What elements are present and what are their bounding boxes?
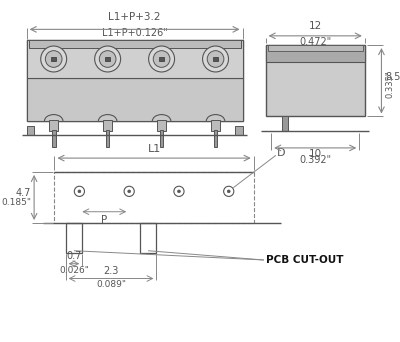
Bar	[282, 116, 288, 131]
Bar	[140, 223, 156, 253]
Circle shape	[95, 46, 121, 72]
Text: 12: 12	[309, 21, 322, 31]
Circle shape	[227, 190, 230, 193]
Text: L1+P+0.126": L1+P+0.126"	[102, 28, 168, 38]
Text: 0.392": 0.392"	[299, 155, 331, 165]
Text: 0.089": 0.089"	[96, 280, 126, 289]
Bar	[235, 126, 242, 135]
Text: L1: L1	[148, 144, 161, 154]
Bar	[27, 126, 34, 135]
Bar	[103, 120, 112, 131]
Bar	[105, 57, 110, 61]
Bar	[66, 223, 82, 253]
Circle shape	[149, 46, 174, 72]
Circle shape	[178, 190, 180, 193]
Circle shape	[224, 186, 234, 196]
Text: 8.5: 8.5	[385, 72, 400, 82]
Bar	[266, 45, 365, 62]
Bar	[54, 172, 254, 223]
Circle shape	[174, 186, 184, 196]
Text: 0.7: 0.7	[66, 251, 82, 261]
Text: P: P	[101, 214, 108, 224]
Bar	[157, 120, 166, 131]
Circle shape	[202, 46, 228, 72]
Text: 0.026": 0.026"	[59, 265, 89, 275]
Bar	[52, 130, 56, 147]
Bar	[27, 40, 242, 121]
Text: D: D	[277, 148, 285, 158]
Text: 10: 10	[309, 149, 322, 159]
Bar	[159, 57, 164, 61]
Circle shape	[207, 51, 224, 67]
Bar	[106, 130, 110, 147]
Text: 0.185": 0.185"	[1, 198, 31, 207]
Bar	[49, 120, 58, 131]
Bar	[160, 130, 164, 147]
Circle shape	[45, 51, 62, 67]
Text: 0.472": 0.472"	[299, 37, 331, 47]
Circle shape	[74, 186, 84, 196]
Bar	[213, 57, 218, 61]
Text: PCB CUT-OUT: PCB CUT-OUT	[266, 255, 343, 265]
Bar	[27, 40, 242, 78]
Circle shape	[128, 190, 130, 193]
Bar	[27, 78, 242, 121]
Circle shape	[78, 190, 81, 193]
Bar	[266, 45, 365, 116]
Bar	[51, 57, 56, 61]
Bar	[268, 45, 363, 51]
Circle shape	[41, 46, 67, 72]
Text: 0.335": 0.335"	[385, 71, 394, 98]
Bar	[211, 120, 220, 131]
Bar	[28, 40, 241, 48]
Text: 2.3: 2.3	[103, 266, 119, 276]
Bar	[214, 130, 217, 147]
Circle shape	[99, 51, 116, 67]
Circle shape	[153, 51, 170, 67]
Text: L1+P+3.2: L1+P+3.2	[108, 12, 161, 22]
Circle shape	[124, 186, 134, 196]
Text: 4.7: 4.7	[16, 188, 31, 198]
